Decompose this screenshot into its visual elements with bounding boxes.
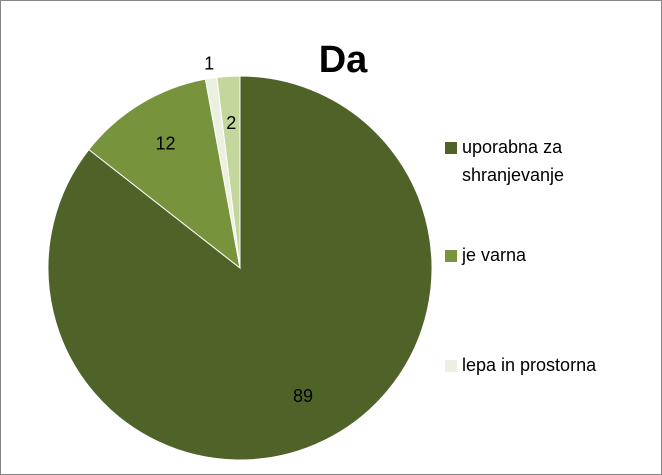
legend-swatch bbox=[445, 142, 457, 154]
pie-slice bbox=[216, 75, 241, 269]
legend-label: lepa in prostorna bbox=[462, 355, 597, 375]
data-label: 12 bbox=[155, 134, 175, 154]
chart-title: Da bbox=[319, 39, 368, 81]
pie-slice bbox=[88, 78, 241, 270]
data-label: 89 bbox=[293, 386, 313, 406]
legend-swatch bbox=[445, 250, 457, 262]
legend-swatch bbox=[445, 360, 457, 372]
legend-label: uporabna za shranjevanje bbox=[462, 137, 564, 185]
data-label: 1 bbox=[204, 54, 214, 74]
legend-label: je varna bbox=[461, 245, 527, 265]
pie-slice bbox=[47, 75, 433, 461]
data-label: 2 bbox=[226, 113, 236, 133]
